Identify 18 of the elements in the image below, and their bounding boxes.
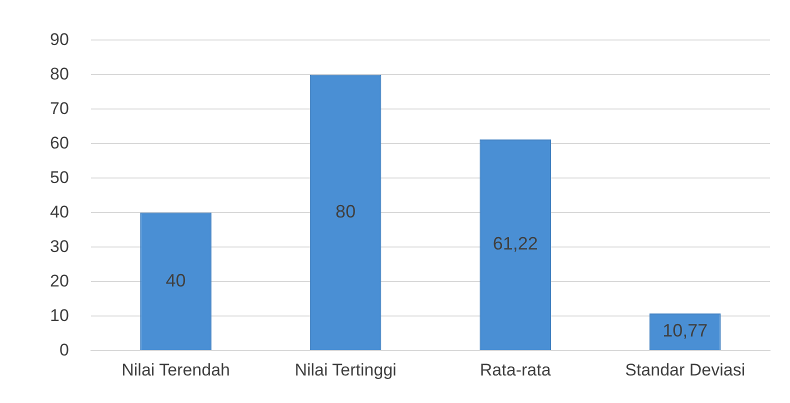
y-tick-label: 0 (59, 340, 69, 360)
y-tick-label: 70 (50, 98, 69, 118)
y-tick-label: 80 (50, 64, 69, 84)
y-tick-label: 10 (50, 306, 69, 325)
data-label: 40 (166, 270, 186, 290)
y-tick-label: 20 (50, 271, 69, 290)
y-tick-label: 30 (50, 236, 69, 256)
y-tick-label: 50 (50, 168, 69, 187)
y-tick-label: 40 (50, 202, 69, 222)
x-tick-label: Rata-rata (480, 360, 552, 380)
data-label: 61,22 (492, 234, 538, 254)
data-label: 10,77 (662, 320, 708, 341)
y-tick-label: 90 (50, 30, 69, 49)
data-label: 80 (336, 201, 356, 222)
x-tick-label: Standar Deviasi (625, 360, 746, 380)
x-tick-label: Nilai Terendah (122, 360, 230, 380)
x-tick-label: Nilai Tertinggi (294, 360, 396, 380)
y-tick-label: 60 (50, 133, 69, 152)
